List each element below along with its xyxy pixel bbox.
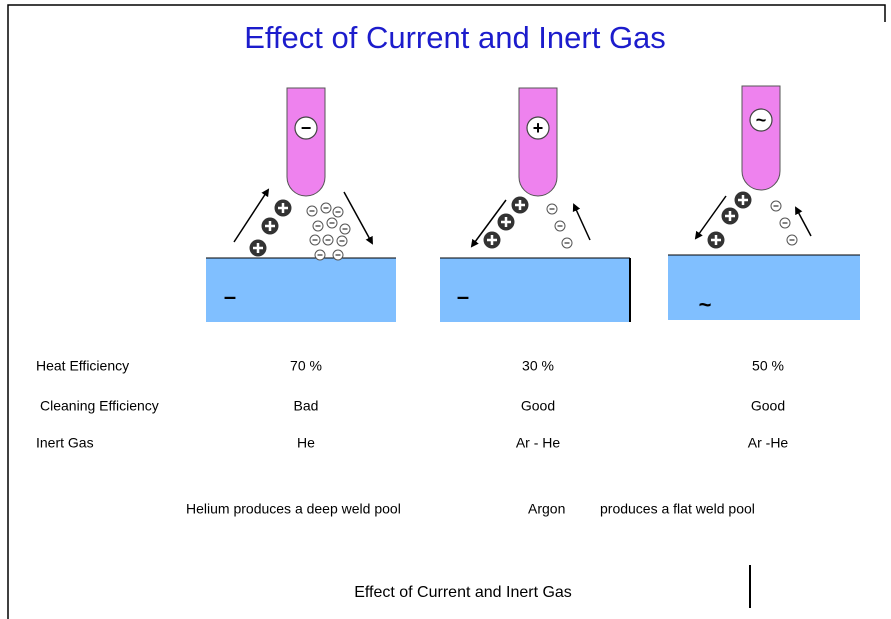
- cell: Ar -He: [748, 435, 789, 451]
- cell: Bad: [294, 398, 319, 414]
- title: Effect of Current and Inert Gas: [244, 20, 666, 55]
- diagrams: − – + – ~ ~: [206, 86, 860, 322]
- footer: Effect of Current and Inert Gas: [354, 584, 572, 601]
- cell: 50 %: [752, 358, 784, 374]
- workpiece: [668, 255, 860, 320]
- electrode: [742, 86, 780, 190]
- table: Heat Efficiency 70 % 30 % 50 % Cleaning Effi…: [36, 358, 788, 451]
- arrow: [574, 205, 590, 240]
- row-label: Heat Efficiency: [36, 358, 129, 374]
- electrode-symbol: +: [533, 118, 544, 138]
- note: Argon: [528, 501, 565, 517]
- workpiece-symbol: –: [224, 284, 236, 309]
- arrow: [796, 208, 811, 236]
- cell: 30 %: [522, 358, 554, 374]
- cell: He: [297, 435, 315, 451]
- cell: Good: [751, 398, 785, 414]
- electrode-symbol: −: [301, 118, 312, 138]
- slide: Effect of Current and Inert Gas − – + – ~ ~ H…: [0, 0, 891, 619]
- cell: 70 %: [290, 358, 322, 374]
- electrode-symbol: ~: [756, 110, 767, 130]
- arrow: [696, 196, 726, 238]
- arrow: [234, 190, 268, 242]
- cell: Ar - He: [516, 435, 561, 451]
- electrode: [287, 88, 325, 196]
- row-label: Cleaning Efficiency: [40, 398, 159, 414]
- arrow: [344, 192, 372, 243]
- workpiece-symbol: –: [457, 284, 469, 309]
- row-label: Inert Gas: [36, 435, 94, 451]
- electrode: [519, 88, 557, 196]
- workpiece-symbol: ~: [699, 292, 712, 317]
- cell: Good: [521, 398, 555, 414]
- note: Helium produces a deep weld pool: [186, 501, 401, 517]
- note: produces a flat weld pool: [600, 501, 755, 517]
